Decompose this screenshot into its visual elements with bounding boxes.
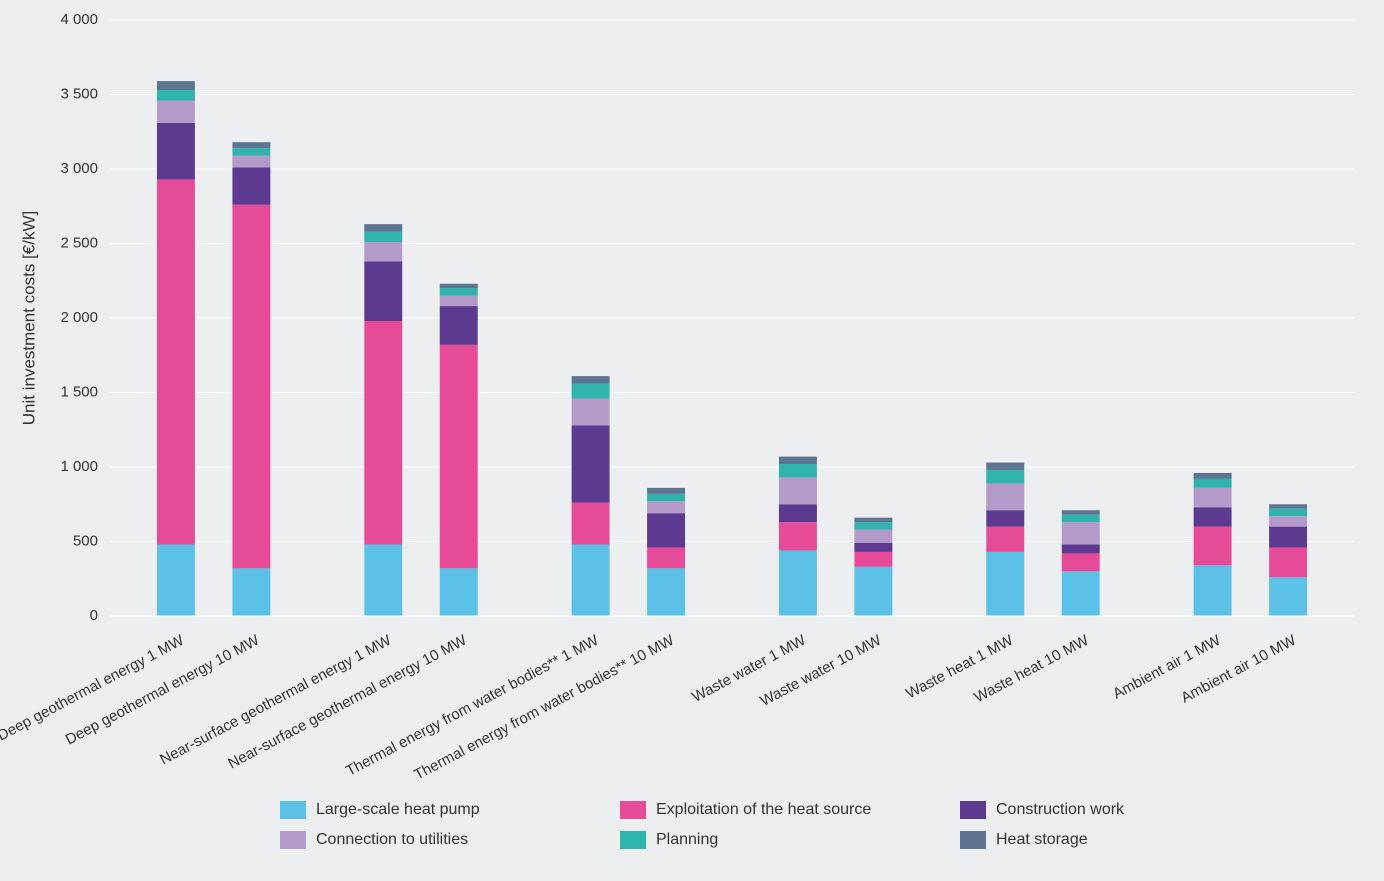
- y-tick-label: 3 500: [60, 85, 98, 102]
- y-tick-label: 4 000: [60, 11, 98, 28]
- y-tick-label: 1 000: [60, 458, 98, 475]
- y-tick-label: 500: [73, 532, 98, 549]
- bar-segment: [647, 513, 685, 547]
- bar-segment: [157, 123, 195, 180]
- bar-segment: [779, 522, 817, 550]
- bar-segment: [1062, 553, 1100, 571]
- y-tick-label: 2 500: [60, 234, 98, 251]
- investment-cost-chart: 0 500 1 000 1 500 2 000 2 500 3 000 3 500 4 000 U…: [0, 0, 1384, 881]
- bar-segment: [647, 568, 685, 616]
- bar-segment: [572, 544, 610, 616]
- legend-swatch: [620, 801, 646, 819]
- legend-swatch: [960, 801, 986, 819]
- bar-segment: [854, 530, 892, 543]
- bar-segment: [986, 470, 1024, 483]
- bar-segment: [986, 527, 1024, 552]
- bar-segment: [157, 90, 195, 100]
- bar-segment: [1062, 544, 1100, 553]
- bar-segment: [1194, 473, 1232, 479]
- bar-segment: [364, 242, 402, 261]
- bar-segment: [1062, 510, 1100, 514]
- bar-segment: [440, 345, 478, 569]
- bar-segment: [647, 488, 685, 494]
- bar-segment: [647, 547, 685, 568]
- bar-segment: [779, 457, 817, 464]
- bar-segment: [232, 142, 270, 148]
- legend-swatch: [620, 831, 646, 849]
- legend-label: Large-scale heat pump: [316, 801, 480, 818]
- bar-segment: [364, 544, 402, 616]
- bar-segment: [986, 552, 1024, 616]
- chart-background: [0, 0, 1384, 881]
- bar-segment: [779, 504, 817, 522]
- bar-segment: [1269, 509, 1307, 516]
- bar-segment: [232, 568, 270, 616]
- bar-segment: [440, 288, 478, 295]
- legend-label: Connection to utilities: [316, 831, 468, 848]
- bar-segment: [1269, 547, 1307, 577]
- y-tick-label: 3 000: [60, 160, 98, 177]
- bar-segment: [1269, 527, 1307, 548]
- bar-segment: [854, 552, 892, 567]
- bar-segment: [1269, 577, 1307, 616]
- bar-segment: [854, 543, 892, 552]
- bar-segment: [779, 550, 817, 616]
- bar-segment: [1194, 565, 1232, 616]
- bar-segment: [232, 205, 270, 569]
- legend-label: Exploitation of the heat source: [656, 801, 871, 818]
- bar-segment: [364, 261, 402, 321]
- bar-segment: [364, 224, 402, 231]
- legend-swatch: [280, 831, 306, 849]
- bar-segment: [364, 321, 402, 544]
- bar-segment: [647, 494, 685, 501]
- legend-label: Construction work: [996, 801, 1125, 818]
- bar-segment: [779, 477, 817, 504]
- bar-segment: [647, 501, 685, 513]
- y-tick-label: 2 000: [60, 309, 98, 326]
- bar-segment: [440, 284, 478, 288]
- y-tick-label: 1 500: [60, 383, 98, 400]
- bar-segment: [1269, 516, 1307, 526]
- legend-swatch: [280, 801, 306, 819]
- bar-segment: [572, 398, 610, 425]
- bar-segment: [572, 425, 610, 502]
- bar-segment: [986, 510, 1024, 526]
- y-tick-label: 0: [90, 607, 98, 624]
- bar-segment: [232, 148, 270, 155]
- bar-segment: [854, 518, 892, 522]
- bar-segment: [1062, 522, 1100, 544]
- legend-label: Planning: [656, 831, 718, 848]
- bar-segment: [1062, 571, 1100, 616]
- bar-segment: [440, 296, 478, 306]
- bar-segment: [232, 156, 270, 168]
- bar-segment: [1194, 507, 1232, 526]
- bar-segment: [157, 100, 195, 122]
- bar-segment: [572, 376, 610, 383]
- bar-segment: [440, 306, 478, 345]
- legend-swatch: [960, 831, 986, 849]
- bar-segment: [157, 544, 195, 616]
- bar-segment: [1269, 504, 1307, 508]
- bar-segment: [364, 232, 402, 242]
- bar-segment: [854, 522, 892, 529]
- bar-segment: [157, 81, 195, 90]
- bar-segment: [779, 464, 817, 477]
- bar-segment: [157, 179, 195, 544]
- bar-segment: [1194, 479, 1232, 488]
- bar-segment: [232, 168, 270, 205]
- bar-segment: [986, 463, 1024, 470]
- bar-segment: [440, 568, 478, 616]
- bar-segment: [1062, 515, 1100, 522]
- bar-segment: [1194, 527, 1232, 566]
- bar-segment: [854, 567, 892, 616]
- bar-segment: [572, 503, 610, 545]
- y-axis-label: Unit investment costs [€/kW]: [19, 211, 38, 425]
- legend-label: Heat storage: [996, 831, 1088, 848]
- bar-segment: [1194, 488, 1232, 507]
- bar-segment: [572, 384, 610, 399]
- bar-segment: [986, 483, 1024, 510]
